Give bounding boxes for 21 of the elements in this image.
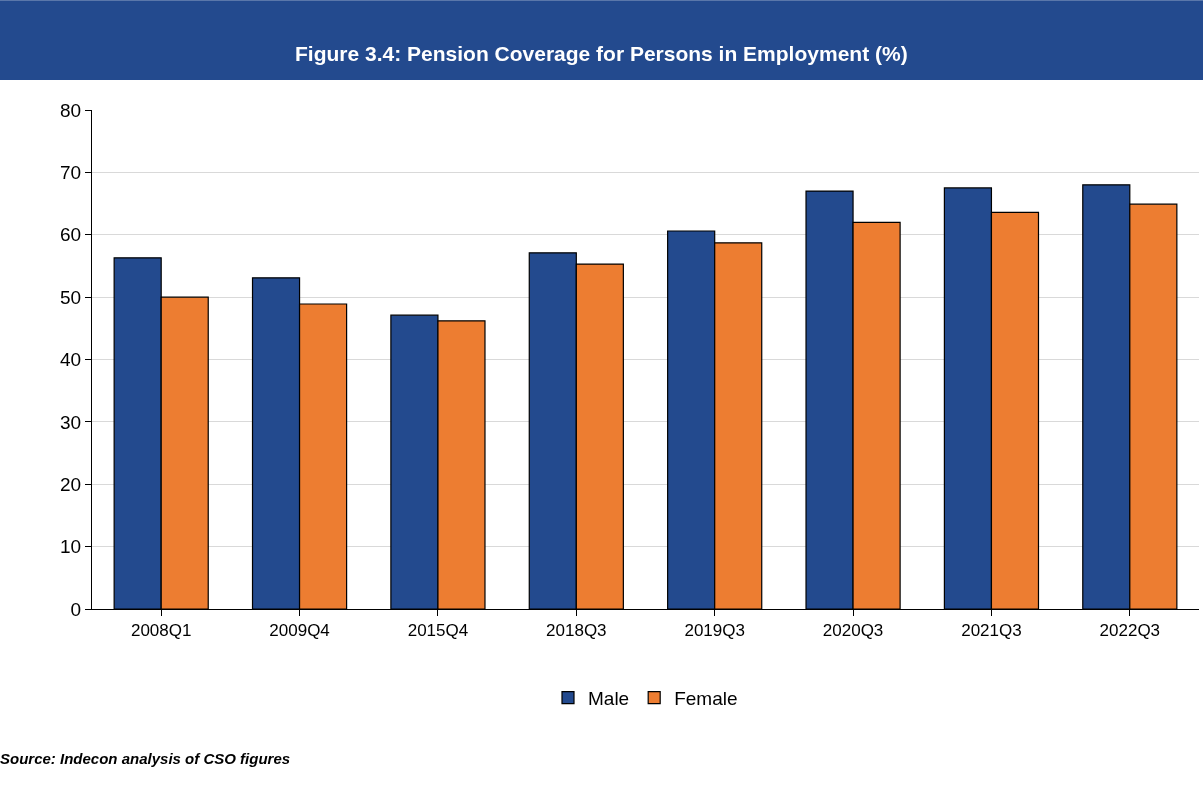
legend-label: Male — [588, 688, 630, 710]
y-tick-label: 80 — [60, 99, 82, 121]
y-tick-label: 10 — [60, 536, 82, 558]
y-tick-label: 70 — [60, 162, 82, 184]
chart-title: Figure 3.4: Pension Coverage for Persons in Employment (%) — [295, 42, 908, 65]
x-tick-label: 2020Q3 — [822, 621, 884, 641]
y-tick-label: 30 — [60, 411, 82, 433]
x-tick-label: 2008Q1 — [130, 621, 192, 641]
source-note: Source: Indecon analysis of CSO figures — [0, 750, 291, 767]
y-tick-label: 0 — [70, 598, 82, 620]
legend-label: Female — [674, 688, 738, 710]
y-tick-label: 40 — [60, 349, 82, 371]
x-tick-label: 2015Q4 — [407, 621, 469, 641]
x-tick-label: 2021Q3 — [961, 621, 1022, 641]
y-tick-label: 50 — [60, 286, 82, 308]
y-tick-label: 60 — [60, 224, 82, 246]
x-tick-label: 2019Q3 — [684, 621, 745, 641]
x-tick-label: 2022Q3 — [1099, 621, 1161, 641]
y-tick-label: 20 — [60, 473, 82, 495]
x-tick-label: 2009Q4 — [269, 621, 330, 641]
x-tick-label: 2018Q3 — [546, 621, 607, 641]
